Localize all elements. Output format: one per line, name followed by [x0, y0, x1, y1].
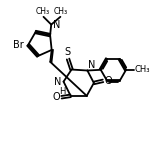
- Text: Br: Br: [13, 40, 24, 50]
- Text: N: N: [55, 77, 62, 87]
- Text: CH₃: CH₃: [36, 7, 50, 16]
- Text: N: N: [53, 20, 61, 30]
- Text: N: N: [88, 60, 95, 70]
- Text: H: H: [59, 87, 65, 96]
- Text: CH₃: CH₃: [54, 7, 68, 16]
- Text: S: S: [64, 47, 70, 57]
- Text: O: O: [104, 76, 112, 86]
- Text: CH₃: CH₃: [134, 65, 150, 74]
- Text: O: O: [53, 92, 60, 102]
